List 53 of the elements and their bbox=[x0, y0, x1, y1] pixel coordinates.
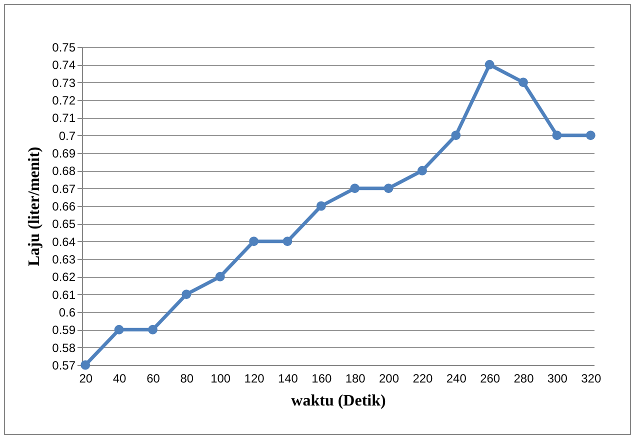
x-tick-label: 40 bbox=[112, 372, 127, 386]
point bbox=[552, 130, 562, 140]
y-tick-label: 0.6 bbox=[58, 306, 76, 320]
x-tick-label: 80 bbox=[180, 372, 194, 386]
y-tick-label: 0.68 bbox=[52, 164, 76, 178]
x-tick-label: 180 bbox=[345, 372, 366, 386]
point bbox=[350, 184, 360, 194]
point bbox=[114, 324, 124, 334]
point bbox=[148, 324, 158, 334]
y-tick-label: 0.66 bbox=[52, 200, 76, 214]
y-tick-label: 0.57 bbox=[52, 358, 76, 372]
x-tick-label: 260 bbox=[480, 372, 500, 386]
x-tick-label: 120 bbox=[244, 372, 265, 386]
point bbox=[417, 166, 427, 176]
x-tick-label: 60 bbox=[146, 372, 160, 386]
y-tick-label: 0.63 bbox=[52, 252, 76, 266]
y-tick-label: 0.72 bbox=[52, 94, 76, 108]
y-tick-label: 0.75 bbox=[52, 40, 76, 54]
x-tick-label: 100 bbox=[210, 372, 231, 386]
y-tick-label: 0.67 bbox=[52, 182, 76, 196]
y-tick-label: 0.64 bbox=[52, 234, 76, 249]
y-tick-label: 0.73 bbox=[52, 76, 76, 90]
y-tick-label: 0.61 bbox=[52, 288, 76, 302]
point bbox=[316, 201, 326, 211]
y-tick-label: 0.69 bbox=[52, 146, 76, 160]
x-tick-label: 300 bbox=[547, 372, 568, 386]
x-tick-label: 140 bbox=[278, 372, 298, 386]
x-tick-label: 240 bbox=[446, 372, 467, 386]
x-tick-label: 320 bbox=[581, 372, 602, 386]
x-tick-label: 220 bbox=[412, 372, 434, 386]
y-tick-label: 0.62 bbox=[52, 270, 76, 284]
x-tick-label: 20 bbox=[79, 372, 93, 386]
y-tick-label: 0.71 bbox=[52, 111, 76, 126]
x-tick-label: 160 bbox=[312, 372, 332, 386]
point bbox=[182, 290, 192, 300]
point bbox=[451, 130, 461, 140]
y-tick-label: 0.7 bbox=[58, 128, 76, 143]
y-axis-title: Laju (liter/menit) bbox=[26, 146, 44, 266]
y-tick-label: 0.58 bbox=[52, 340, 76, 355]
point bbox=[586, 130, 596, 140]
point bbox=[518, 78, 528, 88]
y-tick-label: 0.65 bbox=[52, 217, 76, 232]
x-axis-title: waktu (Detik) bbox=[291, 392, 386, 410]
point bbox=[249, 236, 259, 246]
y-tick-label: 0.74 bbox=[52, 58, 76, 72]
point bbox=[215, 272, 225, 282]
x-tick-label: 280 bbox=[514, 372, 534, 386]
point bbox=[484, 60, 494, 70]
point bbox=[282, 236, 292, 246]
x-tick-label: 200 bbox=[379, 372, 400, 386]
point bbox=[384, 184, 394, 194]
point bbox=[80, 360, 90, 370]
y-tick-label: 0.59 bbox=[52, 323, 76, 338]
